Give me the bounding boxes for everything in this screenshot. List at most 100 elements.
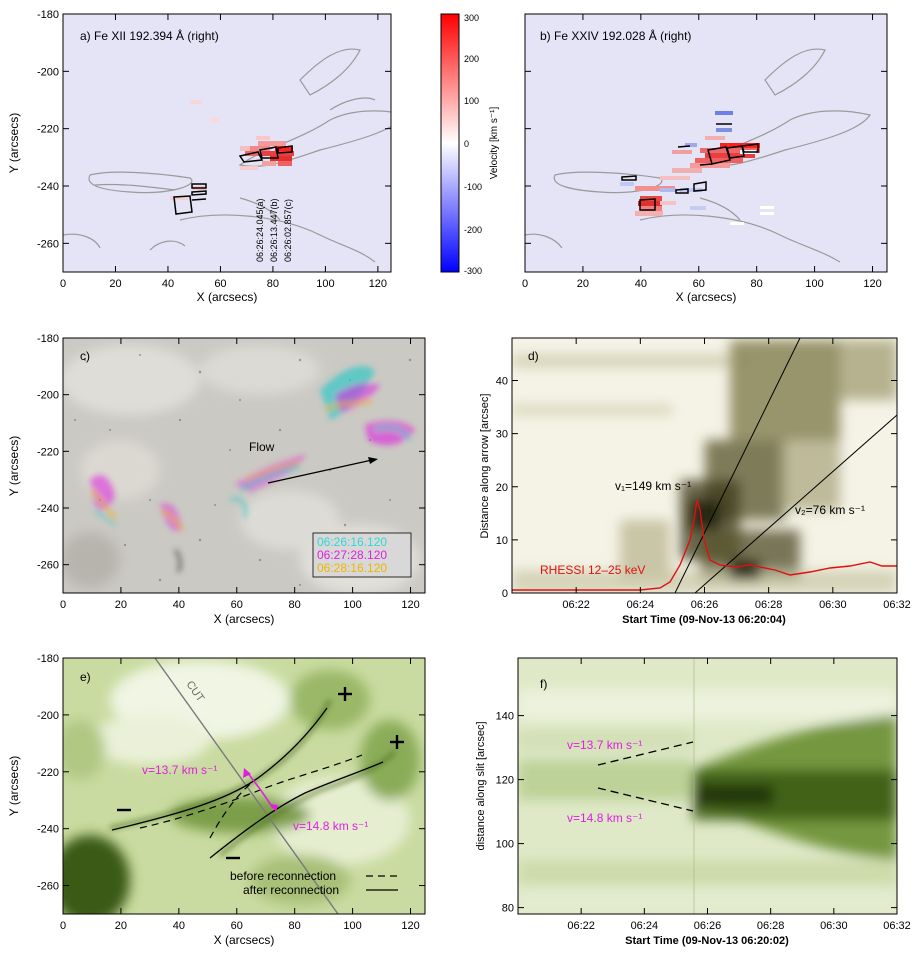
v1-line bbox=[674, 338, 801, 593]
e-ytick--180: -180 bbox=[37, 653, 59, 665]
d-xtick-06:26: 06:26 bbox=[691, 599, 719, 611]
time-legend-1: 06:26:16.120 bbox=[317, 535, 387, 549]
rhessi-label: RHESSI 12–25 keV bbox=[540, 563, 645, 577]
panel-f-ylabel: distance along slit [arcsec] bbox=[475, 721, 487, 850]
a-xtick-40: 40 bbox=[162, 278, 174, 290]
panel-e-xlabel: X (arcsecs) bbox=[214, 933, 275, 947]
plus-mark-2 bbox=[390, 735, 404, 749]
a-ytick--200: -200 bbox=[37, 66, 59, 78]
e-xtick-40: 40 bbox=[173, 920, 185, 932]
panel-b-plot-area bbox=[525, 14, 887, 272]
v-down-arrowhead bbox=[270, 804, 278, 812]
v-up-label: v=13.7 km s⁻¹ bbox=[142, 763, 217, 777]
panel-b-contours bbox=[525, 48, 871, 263]
colorbar-gradient bbox=[440, 13, 460, 273]
cbar-tick-neg200: -200 bbox=[464, 225, 482, 235]
e-xtick-80: 80 bbox=[289, 920, 301, 932]
e-xtick-60: 60 bbox=[231, 920, 243, 932]
panel-c-title: c) bbox=[80, 349, 90, 363]
flow-label: Flow bbox=[249, 440, 275, 454]
colorbar-ticks: 300 200 100 0 -100 -200 -300 bbox=[464, 13, 482, 276]
time-legend-3: 06:28:16.120 bbox=[317, 561, 387, 575]
colorbar-label: Velocity [km s⁻¹] bbox=[489, 107, 500, 180]
e-xtick-20: 20 bbox=[115, 920, 127, 932]
f-ytick-120: 120 bbox=[496, 775, 514, 787]
e-ytick--240: -240 bbox=[37, 824, 59, 836]
e-ytick--220: -220 bbox=[37, 767, 59, 779]
c-ytick--220: -220 bbox=[37, 446, 59, 458]
c-xtick-100: 100 bbox=[343, 599, 361, 611]
c-xtick-0: 0 bbox=[60, 599, 66, 611]
legend-before-label: before reconnection bbox=[230, 869, 336, 883]
v2-label: v₂=76 km s⁻¹ bbox=[795, 503, 865, 517]
c-xtick-80: 80 bbox=[289, 599, 301, 611]
panel-a: 06:26:24.045(a) 06:26:13.447(b) 06:26:02… bbox=[7, 13, 392, 304]
c-ytick--260: -260 bbox=[37, 560, 59, 572]
after-loop-1 bbox=[111, 707, 328, 831]
c-ytick--180: -180 bbox=[37, 333, 59, 345]
e-xtick-0: 0 bbox=[60, 920, 66, 932]
panel-a-contours bbox=[63, 48, 391, 263]
panel-b-frame bbox=[524, 13, 888, 273]
panel-e-frame bbox=[62, 657, 426, 915]
f-v-up-label: v=13.7 km s⁻¹ bbox=[567, 738, 642, 752]
panel-b-xlabel: X (arcsecs) bbox=[676, 290, 737, 304]
e-ytick--260: -260 bbox=[37, 881, 59, 893]
f-xtick-06:28: 06:28 bbox=[757, 920, 785, 932]
panel-d: v₁=149 km s⁻¹ v₂=76 km s⁻¹ RHESSI 12–25 … bbox=[479, 337, 898, 626]
b-xtick-120: 120 bbox=[863, 278, 881, 290]
panel-d-title: d) bbox=[528, 349, 539, 363]
panel-a-frame bbox=[62, 13, 392, 273]
v-up-arrowhead bbox=[243, 768, 251, 778]
a-xtick-120: 120 bbox=[369, 278, 387, 290]
f-xtick-06:22: 06:22 bbox=[567, 920, 595, 932]
panel-b-black-contours bbox=[621, 123, 759, 211]
panel-b-title: b) Fe XXIV 192.028 Å (right) bbox=[540, 28, 691, 43]
c-ytick--240: -240 bbox=[37, 503, 59, 515]
d-xtick-06:28: 06:28 bbox=[755, 599, 783, 611]
panel-d-timeslice: v₁=149 km s⁻¹ v₂=76 km s⁻¹ RHESSI 12–25 … bbox=[512, 338, 897, 593]
panel-a-black-contours bbox=[173, 145, 293, 215]
c-xtick-60: 60 bbox=[231, 599, 243, 611]
d-ytick-40: 40 bbox=[496, 376, 508, 388]
time-label-b: 06:26:13.447(b) bbox=[269, 198, 279, 262]
panel-d-xlabel: Start Time (09-Nov-13 06:20:04) bbox=[622, 614, 786, 626]
time-legend-box bbox=[312, 532, 412, 578]
axis-ticks: 0 20 40 60 80 100 120 -180 -200 -220 -240 -260 0 20 40… bbox=[37, 9, 911, 932]
b-xtick-100: 100 bbox=[805, 278, 823, 290]
plus-mark-1 bbox=[338, 687, 352, 701]
panel-e: CUT v=13.7 km s⁻¹ v=14.8 km s⁻¹ before r… bbox=[7, 657, 426, 947]
b-xtick-20: 20 bbox=[577, 278, 589, 290]
panel-a-title: a) Fe XII 192.394 Å (right) bbox=[80, 28, 219, 43]
panel-c-frame bbox=[62, 337, 426, 594]
c-xtick-120: 120 bbox=[401, 599, 419, 611]
b-xtick-60: 60 bbox=[693, 278, 705, 290]
rhessi-curve bbox=[512, 499, 897, 591]
a-xtick-80: 80 bbox=[267, 278, 279, 290]
panel-a-plot-area bbox=[63, 14, 391, 272]
c-xtick-20: 20 bbox=[115, 599, 127, 611]
f-xtick-06:26: 06:26 bbox=[694, 920, 722, 932]
cbar-tick-0: 0 bbox=[464, 139, 469, 149]
f-xtick-06:30: 06:30 bbox=[820, 920, 848, 932]
d-xtick-06:24: 06:24 bbox=[627, 599, 655, 611]
panel-d-ylabel: Distance along arrow [arcsec] bbox=[479, 394, 491, 539]
panel-c-features bbox=[90, 366, 415, 573]
panel-c-time-legend: 06:26:16.120 06:27:28.120 06:28:16.120 bbox=[312, 532, 412, 578]
e-ytick--200: -200 bbox=[37, 710, 59, 722]
cbar-tick-200: 200 bbox=[464, 54, 479, 64]
time-label-a: 06:26:24.045(a) bbox=[255, 198, 265, 262]
a-ytick--220: -220 bbox=[37, 124, 59, 136]
f-xtick-06:24: 06:24 bbox=[631, 920, 659, 932]
legend-after-label: after reconnection bbox=[243, 883, 339, 897]
cbar-tick-100: 100 bbox=[464, 96, 479, 106]
polarity-marks bbox=[117, 687, 404, 860]
velocity-colorbar: 300 200 100 0 -100 -200 -300 Velocity [k… bbox=[440, 13, 500, 276]
v-down-label: v=14.8 km s⁻¹ bbox=[293, 819, 368, 833]
panel-e-image: CUT v=13.7 km s⁻¹ v=14.8 km s⁻¹ before r… bbox=[63, 658, 420, 914]
f-ytick-100: 100 bbox=[496, 839, 514, 851]
e-xtick-100: 100 bbox=[343, 920, 361, 932]
time-label-c: 06:26:02.857(c) bbox=[283, 199, 293, 262]
a-ytick--240: -240 bbox=[37, 181, 59, 193]
